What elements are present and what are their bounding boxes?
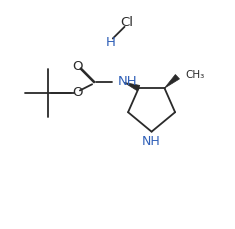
- Text: NH: NH: [118, 75, 137, 88]
- Text: Cl: Cl: [120, 16, 133, 29]
- Text: NH: NH: [142, 135, 161, 148]
- Polygon shape: [124, 82, 140, 91]
- Polygon shape: [164, 74, 180, 88]
- Text: O: O: [72, 60, 83, 73]
- Text: H: H: [106, 36, 115, 49]
- Text: CH₃: CH₃: [186, 70, 205, 80]
- Text: O: O: [72, 86, 83, 99]
